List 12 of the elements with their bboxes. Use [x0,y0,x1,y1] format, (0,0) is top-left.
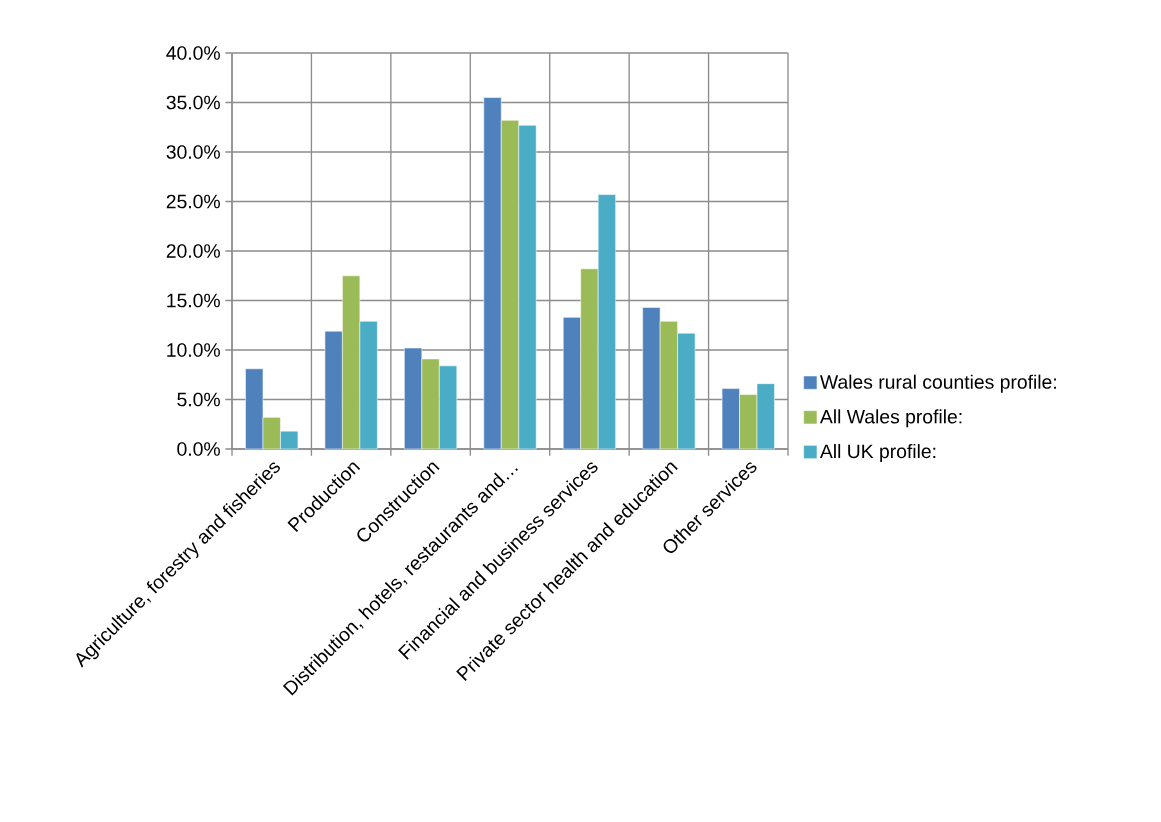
y-tick-label: 5.0% [177,392,220,407]
legend-label: All Wales profile: [819,409,962,428]
y-tick-label: 15.0% [167,293,220,308]
y-tick-label: 30.0% [166,145,220,159]
y-tick-label: 10.0% [167,343,220,357]
legend-label: Wales rural counties profile: [820,374,1056,393]
y-tick-label: 40.0% [166,46,220,60]
y-tick-label: 25.0% [166,194,220,209]
y-tick-label: 0.0% [177,442,220,456]
y-tick-label: 20.0% [166,244,220,258]
legend-label: All UK profile: [819,443,936,463]
y-tick-label: 35.0% [166,95,220,110]
